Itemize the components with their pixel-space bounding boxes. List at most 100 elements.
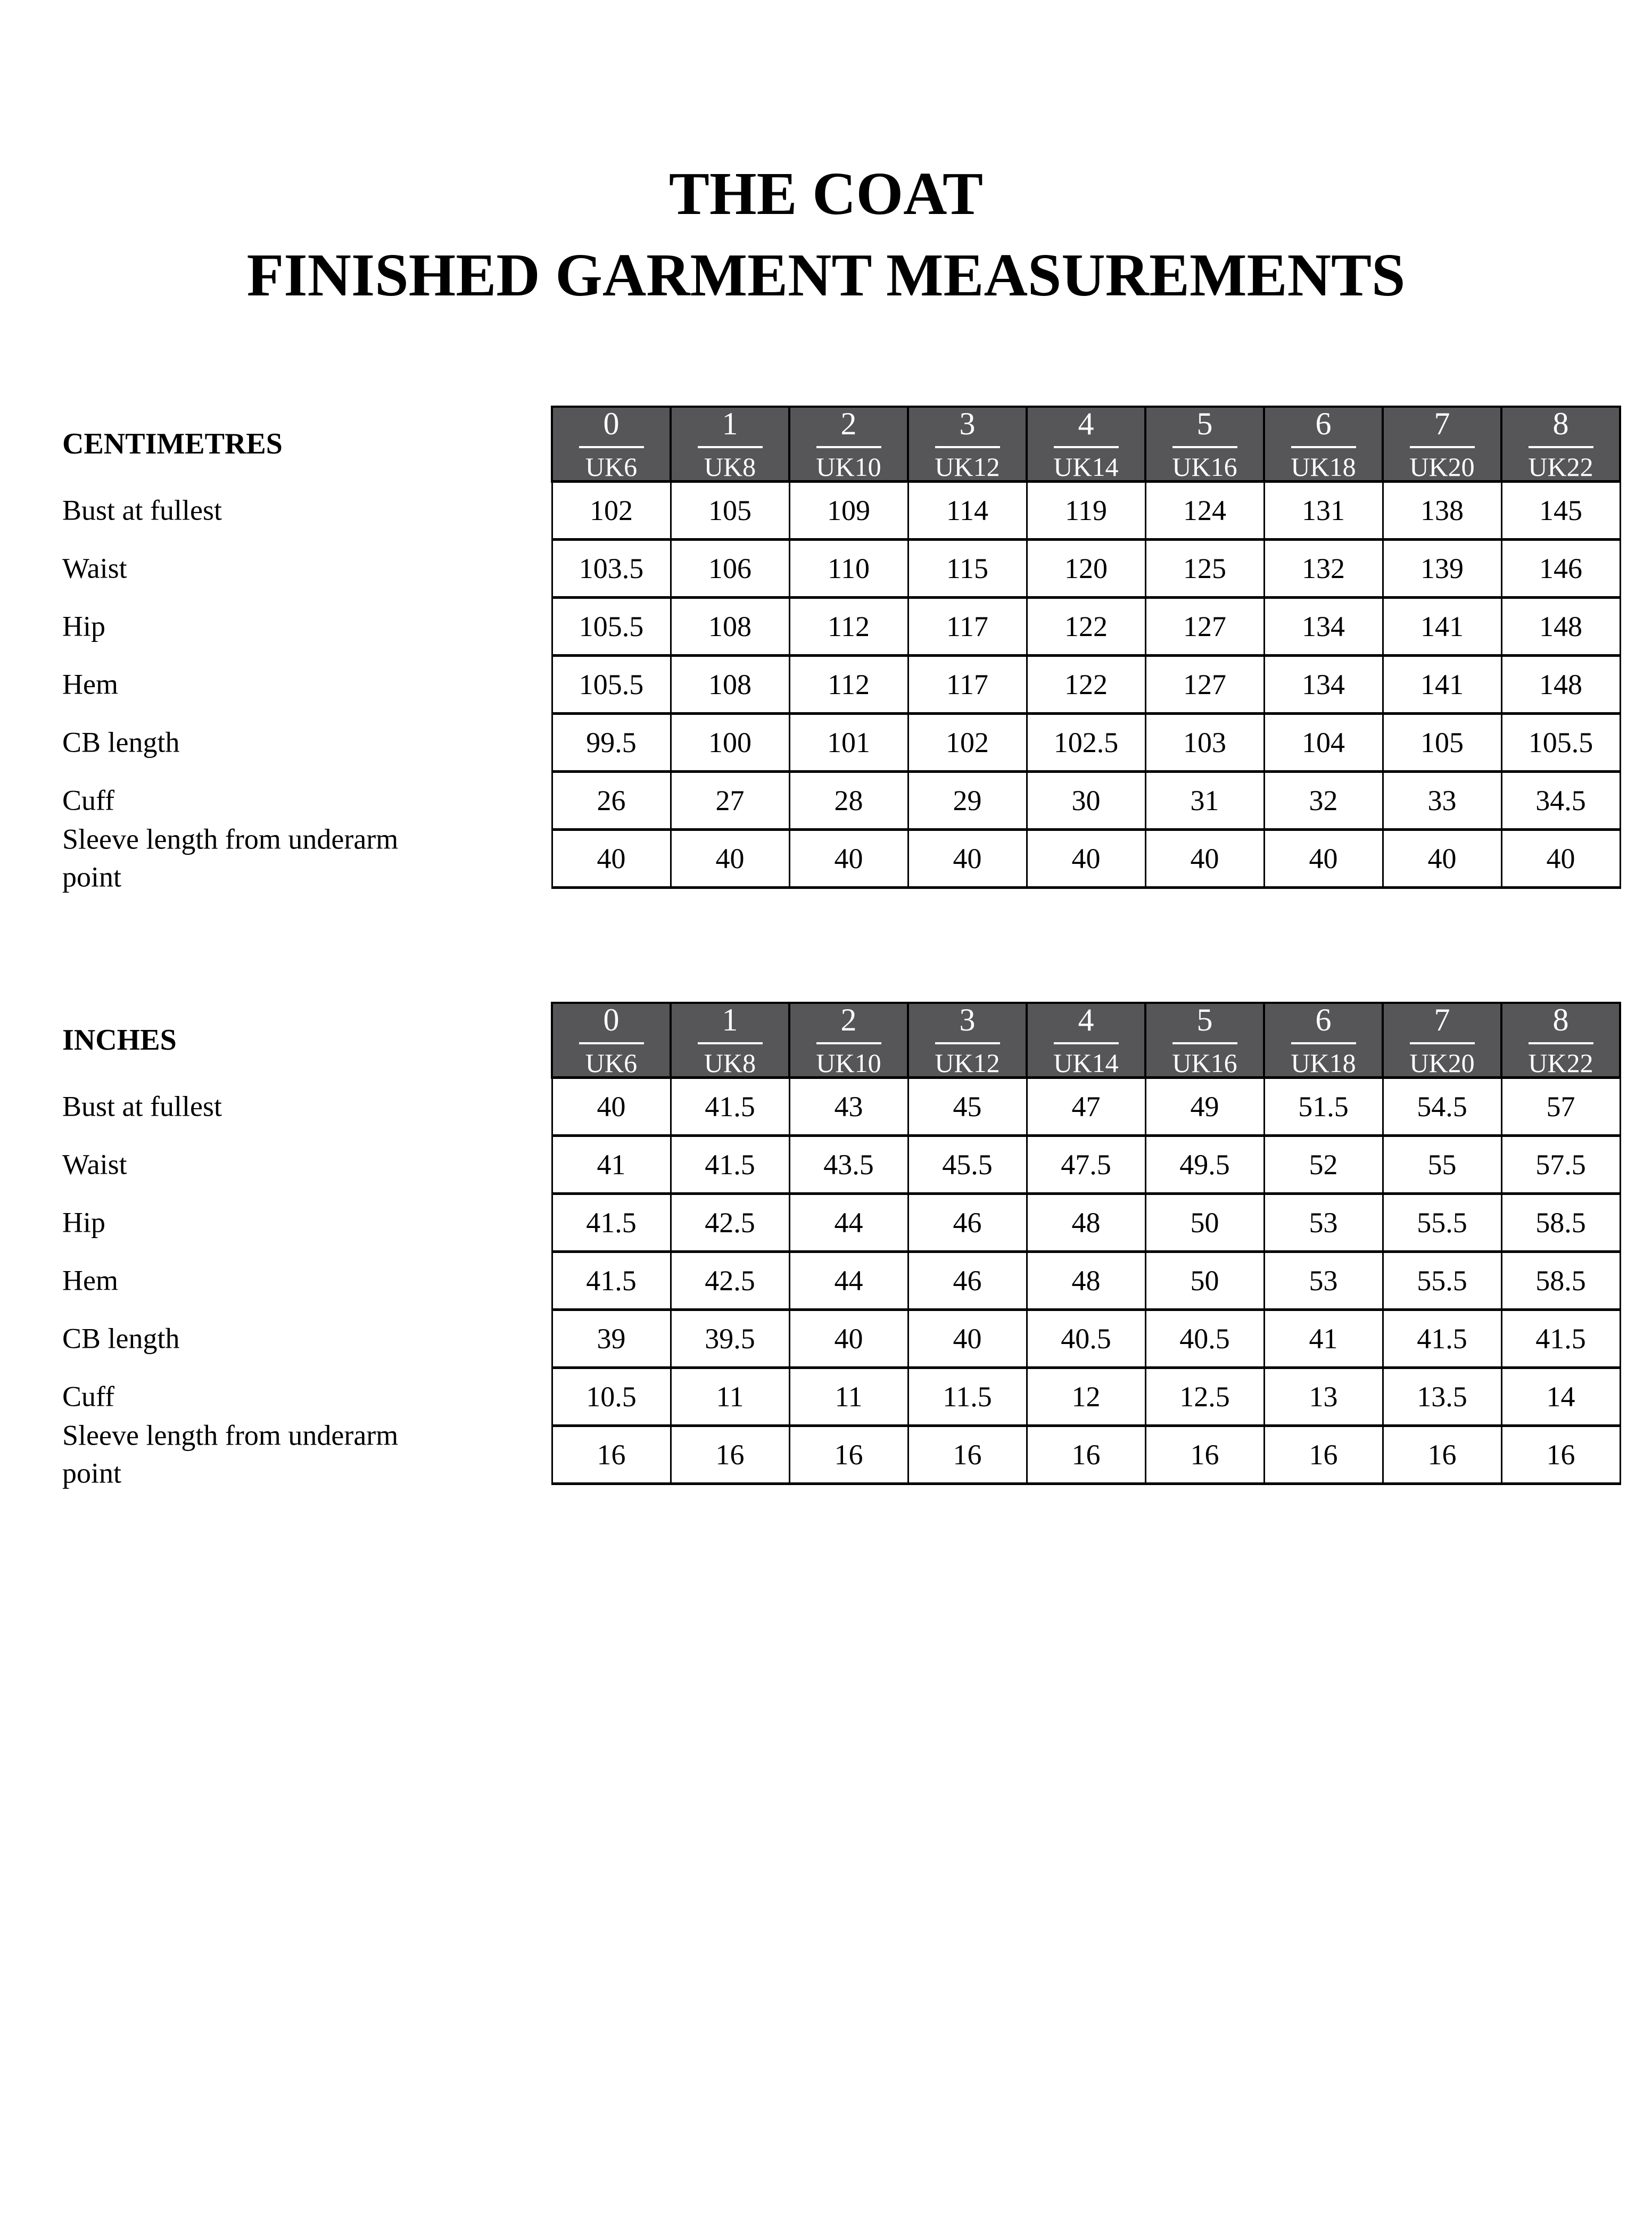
- measurement-cell: 148: [1500, 596, 1621, 657]
- table-row: CB length 39 39.5 40 40 40.5 40.5 41 41.5 41.5: [51, 1308, 1621, 1369]
- size-header-row: CENTIMETRES 0 UK6 1 UK8 2 UK10 3 UK12 4 UK14 5 UK16 6…: [51, 406, 1621, 483]
- measurement-cell: 102: [551, 480, 672, 541]
- measurement-cell: 105.5: [551, 596, 672, 657]
- row-label-cell: CB length: [51, 714, 552, 772]
- measurement-cell: 33: [1382, 770, 1502, 831]
- size-uk-label: UK6: [585, 452, 638, 482]
- table-row: Sleeve length from underarm point 16 16 16 1…: [51, 1420, 1621, 1489]
- measurement-cell: 120: [1026, 538, 1146, 599]
- measurement-cell: 45: [907, 1076, 1028, 1137]
- table-row: Sleeve length from underarm point 40 40 40 4…: [51, 823, 1621, 893]
- measurement-cell: 100: [670, 712, 790, 773]
- measurement-cell: 148: [1500, 654, 1621, 715]
- row-label-cell: Hem: [51, 656, 552, 714]
- row-label: Bust at fullest: [62, 494, 222, 526]
- measurement-cell: 32: [1263, 770, 1384, 831]
- measurement-cell: 40: [1144, 828, 1265, 889]
- size-number: 0: [603, 406, 620, 441]
- row-label-cell: Waist: [51, 540, 552, 598]
- size-number: 2: [840, 406, 857, 441]
- size-header-cell: 2 UK10: [788, 1002, 909, 1079]
- fraction-rule: [1291, 446, 1356, 448]
- measurement-cell: 40: [551, 828, 672, 889]
- measurement-cell: 52: [1263, 1134, 1384, 1195]
- size-number: 6: [1315, 1002, 1332, 1037]
- measurement-cell: 114: [907, 480, 1028, 541]
- row-label-cell: Cuff: [51, 1368, 552, 1426]
- row-label-cell: CB length: [51, 1310, 552, 1368]
- fraction-rule: [697, 1042, 763, 1044]
- size-uk-label: UK12: [935, 452, 1000, 482]
- size-header-cell: 1 UK8: [670, 406, 790, 483]
- size-uk-label: UK22: [1528, 1048, 1593, 1078]
- size-uk-label: UK18: [1291, 1048, 1356, 1078]
- measurement-cell: 40: [788, 828, 909, 889]
- measurement-cell: 41: [1263, 1308, 1384, 1369]
- size-number: 8: [1552, 1002, 1569, 1037]
- size-uk-label: UK10: [816, 452, 881, 482]
- measurement-cell: 109: [788, 480, 909, 541]
- size-header-cell: 1 UK8: [670, 1002, 790, 1079]
- table-row: Bust at fullest 102 105 109 114 119 124 131 138 1…: [51, 480, 1621, 541]
- fraction-rule: [1409, 446, 1475, 448]
- fraction-rule: [816, 1042, 881, 1044]
- row-label: Waist: [62, 552, 127, 584]
- measurement-cell: 40.5: [1026, 1308, 1146, 1369]
- measurement-cell: 58.5: [1500, 1250, 1621, 1311]
- inches-table: INCHES 0 UK6 1 UK8 2 UK10 3 UK12 4 UK14 5 UK16 6 UK18 7…: [51, 1002, 1621, 1489]
- measurement-cell: 41.5: [1382, 1308, 1502, 1369]
- row-label: Hip: [62, 610, 105, 642]
- row-label: Hem: [62, 1264, 118, 1297]
- measurement-cell: 11: [788, 1366, 909, 1427]
- size-uk-label: UK8: [704, 1048, 756, 1078]
- measurement-cell: 16: [1500, 1424, 1621, 1485]
- size-number: 0: [603, 1002, 620, 1037]
- measurement-cell: 16: [551, 1424, 672, 1485]
- fraction-rule: [1053, 1042, 1119, 1044]
- measurement-cell: 26: [551, 770, 672, 831]
- fraction-rule: [935, 1042, 1000, 1044]
- table-row: Cuff 10.5 11 11 11.5 12 12.5 13 13.5 14: [51, 1366, 1621, 1427]
- measurement-cell: 53: [1263, 1250, 1384, 1311]
- measurement-cell: 16: [1026, 1424, 1146, 1485]
- size-uk-label: UK14: [1053, 452, 1119, 482]
- measurement-cell: 105: [670, 480, 790, 541]
- measurement-cell: 27: [670, 770, 790, 831]
- measurement-cell: 117: [907, 654, 1028, 715]
- measurement-cell: 117: [907, 596, 1028, 657]
- measurement-cell: 39: [551, 1308, 672, 1369]
- size-number: 4: [1078, 406, 1094, 441]
- measurement-cell: 41.5: [670, 1134, 790, 1195]
- fraction-rule: [816, 446, 881, 448]
- fraction-rule: [1528, 1042, 1593, 1044]
- measurement-cell: 47.5: [1026, 1134, 1146, 1195]
- measurement-cell: 16: [1144, 1424, 1265, 1485]
- row-label: Cuff: [62, 784, 115, 817]
- measurement-cell: 39.5: [670, 1308, 790, 1369]
- measurement-cell: 13: [1263, 1366, 1384, 1427]
- fraction-rule: [1172, 1042, 1237, 1044]
- measurement-cell: 40: [1500, 828, 1621, 889]
- fraction-rule: [1528, 446, 1593, 448]
- measurement-cell: 58.5: [1500, 1192, 1621, 1253]
- measurement-cell: 122: [1026, 654, 1146, 715]
- row-label: Cuff: [62, 1380, 115, 1413]
- size-uk-label: UK16: [1172, 452, 1237, 482]
- measurement-cell: 16: [1382, 1424, 1502, 1485]
- measurement-cell: 31: [1144, 770, 1265, 831]
- size-header-cell: 4 UK14: [1026, 406, 1146, 483]
- measurement-cell: 55.5: [1382, 1192, 1502, 1253]
- measurement-cell: 105: [1382, 712, 1502, 773]
- size-number: 2: [840, 1002, 857, 1037]
- measurement-cell: 40: [907, 828, 1028, 889]
- measurement-cell: 101: [788, 712, 909, 773]
- size-number: 4: [1078, 1002, 1094, 1037]
- row-label-cell: Sleeve length from underarm point: [51, 823, 552, 893]
- measurement-cell: 41.5: [670, 1076, 790, 1137]
- unit-label-inches: INCHES: [62, 1024, 177, 1057]
- size-uk-label: UK20: [1409, 1048, 1475, 1078]
- size-header-cell: 4 UK14: [1026, 1002, 1146, 1079]
- size-number: 7: [1434, 406, 1450, 441]
- measurement-cell: 141: [1382, 596, 1502, 657]
